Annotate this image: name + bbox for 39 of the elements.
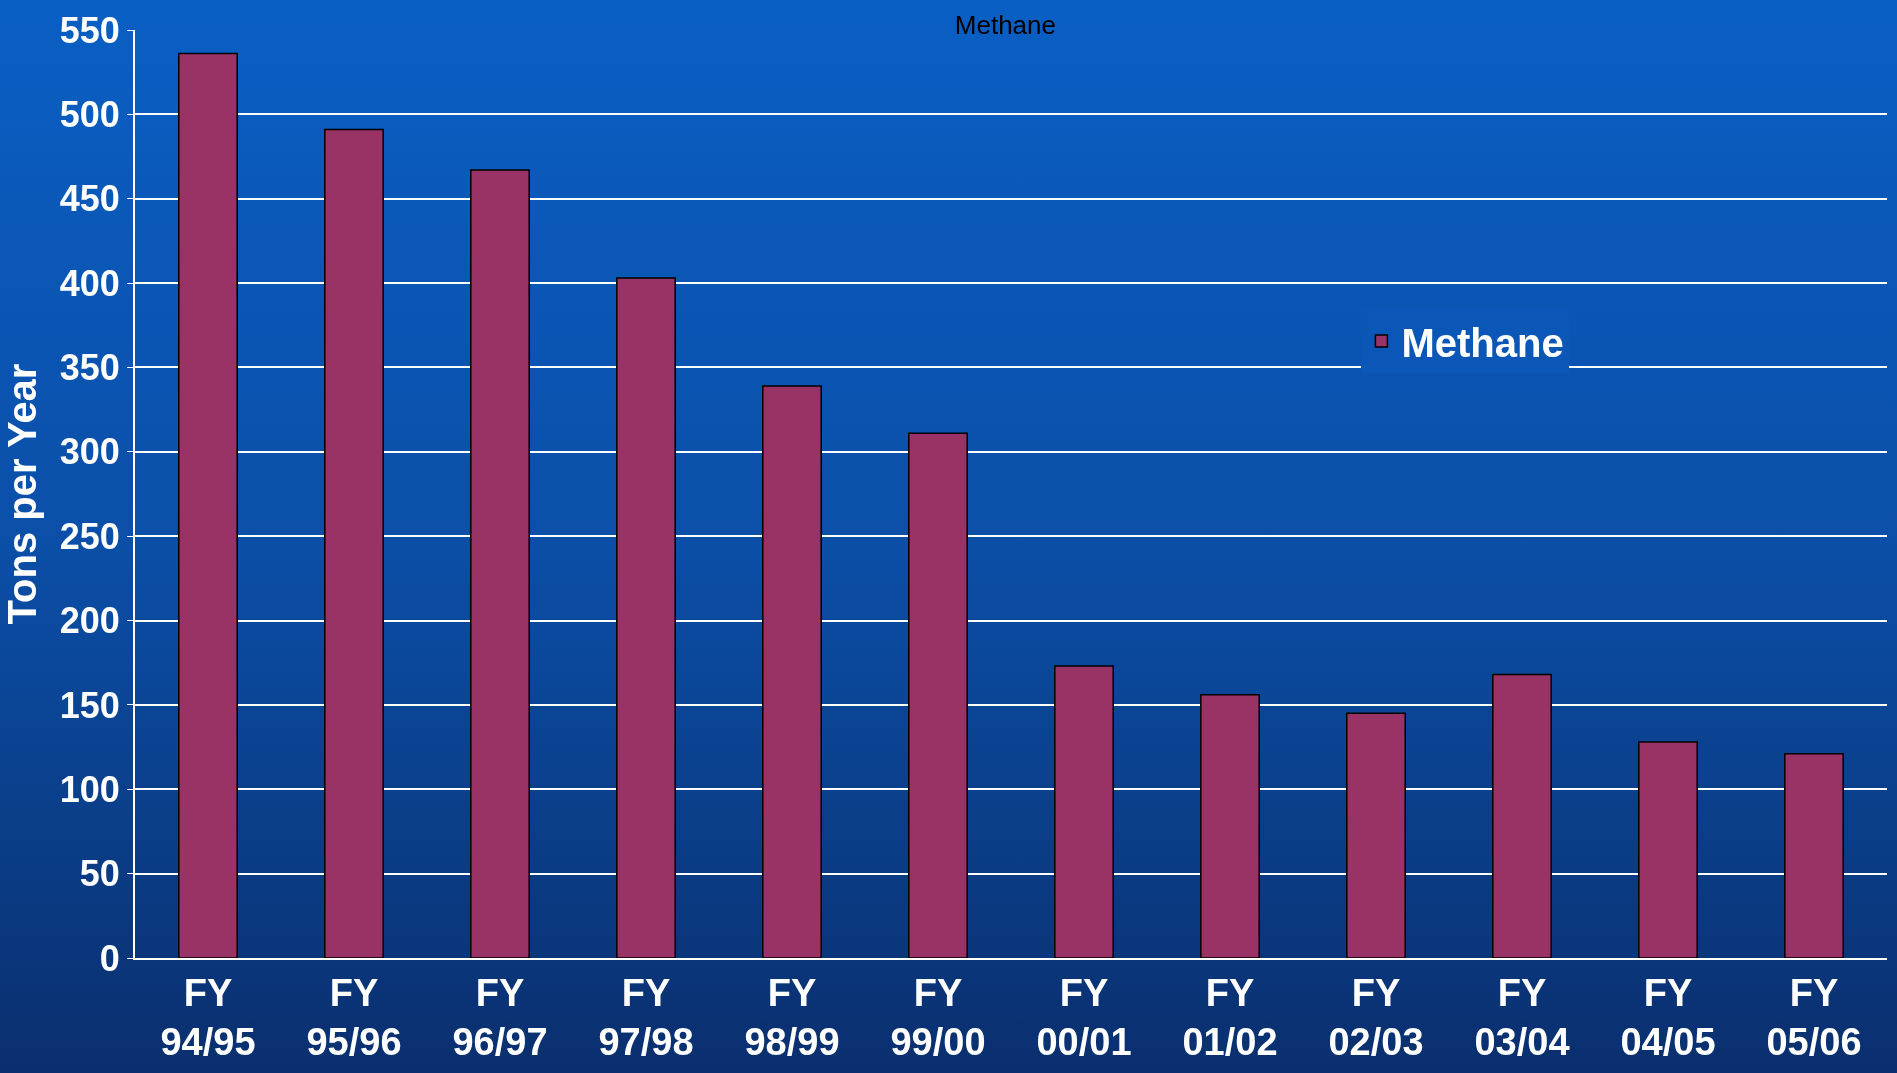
x-tick-label: FY 04/05 [1620, 971, 1716, 1063]
bar [1784, 753, 1844, 958]
bar [470, 169, 530, 958]
x-tick-label: FY 99/00 [890, 971, 986, 1063]
y-tick-label: 250 [59, 515, 120, 557]
x-tick-label: FY 96/97 [452, 971, 548, 1063]
bar [324, 128, 384, 958]
bar [1054, 665, 1114, 958]
bar [1638, 741, 1698, 958]
bar [762, 385, 822, 958]
bar [1346, 712, 1406, 958]
y-tick-label: 50 [79, 853, 120, 895]
x-tick-label: FY 95/96 [306, 971, 402, 1063]
legend-label: Methane [1401, 320, 1564, 365]
y-tick-label: 0 [99, 937, 120, 979]
y-tick-label: 400 [59, 262, 120, 304]
y-tick-label: 150 [59, 684, 120, 726]
bar [178, 52, 238, 958]
bar [1200, 694, 1260, 958]
y-axis-title: Tons per Year [0, 363, 44, 625]
y-tick-label: 100 [59, 768, 120, 810]
y-tick-label: 350 [59, 347, 120, 389]
x-tick-label: FY 02/03 [1328, 971, 1424, 1063]
bar [1492, 673, 1552, 958]
x-tick-label: FY 98/99 [744, 971, 840, 1063]
x-tick-label: FY 05/06 [1766, 971, 1862, 1063]
x-tick-label: FY 00/01 [1036, 971, 1132, 1063]
y-tick-label: 450 [59, 178, 120, 220]
x-tick-label: FY 03/04 [1474, 971, 1570, 1063]
y-tick-label: 200 [59, 600, 120, 642]
y-tick-label: 300 [59, 431, 120, 473]
y-tick-label: 550 [59, 9, 120, 51]
bar [908, 432, 968, 958]
bar [616, 277, 676, 958]
x-tick-label: FY 01/02 [1182, 971, 1278, 1063]
x-tick-label: FY 97/98 [598, 971, 694, 1063]
x-tick-label: FY 94/95 [160, 971, 256, 1063]
y-tick-label: 500 [59, 93, 120, 135]
chart-title: Methane [954, 10, 1056, 41]
